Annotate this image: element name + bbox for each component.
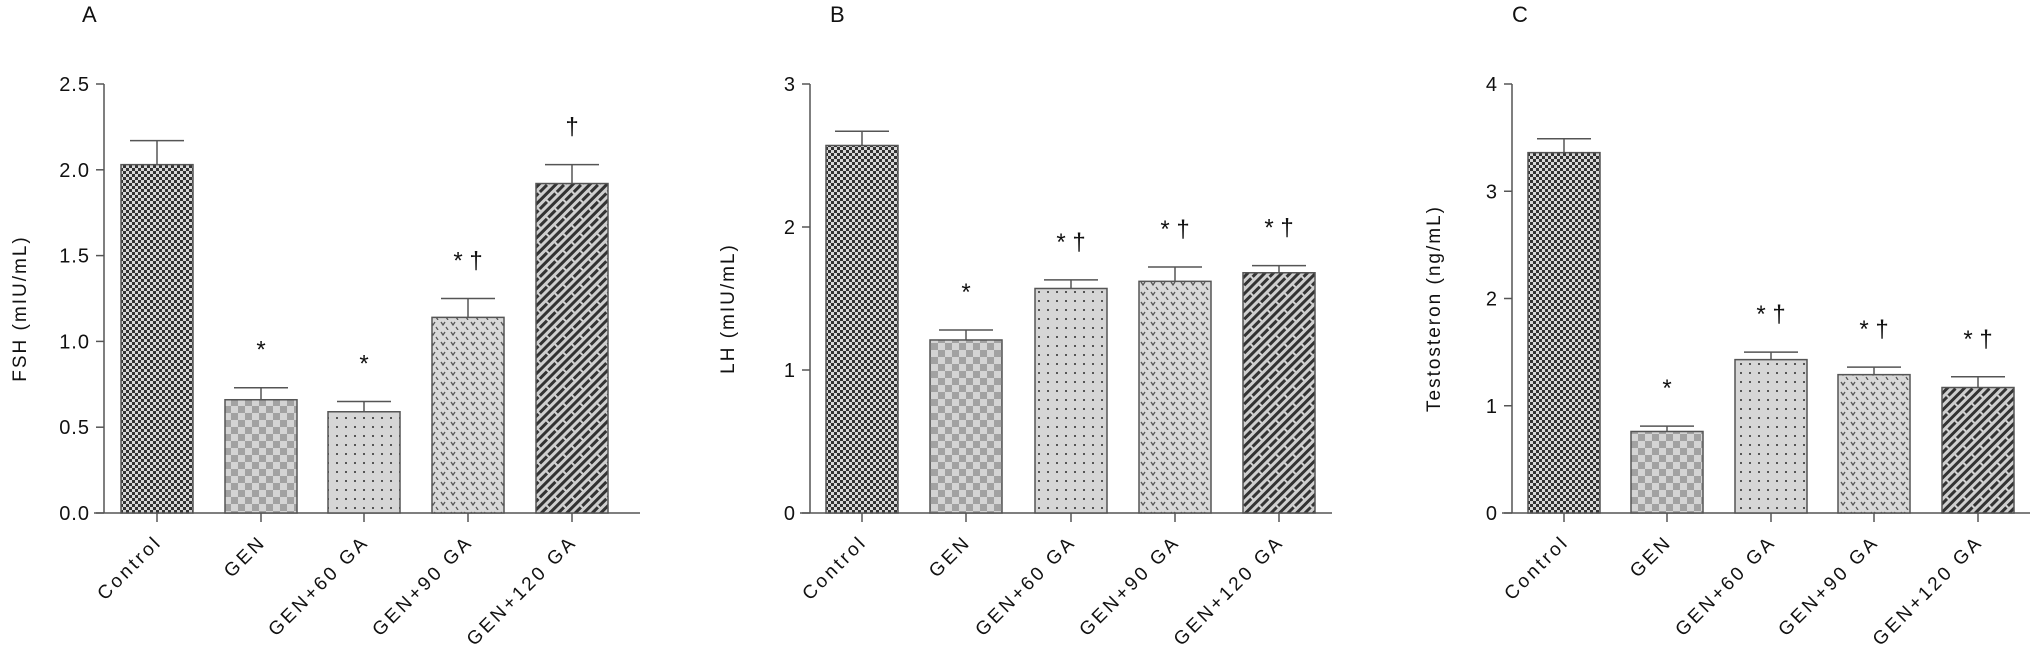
bar-gen-90-ga <box>1138 280 1212 514</box>
bar-gen-120-ga <box>1242 272 1316 514</box>
panel-label: C <box>1512 2 1528 27</box>
y-tick-label: 1.5 <box>59 246 90 268</box>
x-tick-label: GEN <box>220 532 270 582</box>
bar-control <box>1527 151 1601 514</box>
x-tick-label: GEN+90 GA <box>369 532 478 641</box>
significance-marker: * † <box>1056 229 1085 256</box>
x-tick-label: GEN+120 GA <box>1869 532 1988 651</box>
y-tick-label: 0.0 <box>59 503 90 525</box>
significance-marker: * <box>256 337 265 364</box>
panel-label: B <box>830 2 845 27</box>
y-tick-label: 2.5 <box>59 74 90 96</box>
x-tick-label: GEN <box>1626 532 1676 582</box>
y-tick-label: 0 <box>1486 503 1498 525</box>
significance-marker: * † <box>1756 301 1785 328</box>
y-tick-label: 1 <box>1486 396 1498 418</box>
panel-c: C Testosteron (ng/mL) 0 1 2 3 4 Control GEN * GEN+… <box>1424 2 2030 650</box>
y-tick-label: 1 <box>784 360 796 382</box>
x-tick-label: GEN <box>925 532 975 582</box>
bar-gen-90-ga <box>431 316 505 514</box>
y-tick-label: 3 <box>784 74 796 96</box>
y-tick-label: 1.0 <box>59 331 90 353</box>
y-axis-label: LH (mIU/mL) <box>718 243 739 374</box>
y-tick-label: 2 <box>784 217 796 239</box>
significance-marker: * † <box>1963 326 1992 353</box>
x-tick-label: GEN+120 GA <box>463 532 582 651</box>
bar-control <box>825 144 899 514</box>
bar-gen <box>224 398 298 514</box>
y-tick-label: 0.5 <box>59 417 90 439</box>
significance-marker: * † <box>1859 316 1888 343</box>
significance-marker: * <box>359 350 368 377</box>
y-tick-label: 2 <box>1486 289 1498 311</box>
bar-gen-60-ga <box>327 411 401 514</box>
significance-marker: * † <box>1264 215 1293 242</box>
panel-b: B LH (mIU/mL) 0 1 2 3 Control GEN * GEN+60 GA * † G… <box>718 2 1332 650</box>
bar-gen-90-ga <box>1837 373 1911 514</box>
bar-gen-60-ga <box>1734 358 1808 514</box>
x-tick-label: GEN+120 GA <box>1170 532 1289 651</box>
y-tick-label: 2.0 <box>59 160 90 182</box>
significance-marker: * <box>1662 375 1671 402</box>
bar-gen-60-ga <box>1034 287 1108 514</box>
bar-gen-120-ga <box>535 182 609 514</box>
x-tick-label: GEN+60 GA <box>1672 532 1781 641</box>
significance-marker: * † <box>1160 216 1189 243</box>
y-tick-label: 3 <box>1486 181 1498 203</box>
bar-gen <box>1630 430 1704 514</box>
significance-marker: * † <box>453 248 482 275</box>
x-tick-label: GEN+60 GA <box>972 532 1081 641</box>
x-tick-label: GEN+90 GA <box>1775 532 1884 641</box>
x-tick-label: GEN+90 GA <box>1076 532 1185 641</box>
bar-gen-120-ga <box>1941 386 2015 514</box>
significance-marker: † <box>565 114 578 141</box>
panel-label: A <box>82 2 97 27</box>
y-tick-label: 4 <box>1486 74 1498 96</box>
y-tick-label: 0 <box>784 503 796 525</box>
bar-control <box>120 163 194 514</box>
significance-marker: * <box>961 279 970 306</box>
y-axis-label: FSH (mIU/mL) <box>10 235 31 381</box>
x-tick-label: Control <box>94 532 167 605</box>
panel-a: A FSH (mIU/mL) 0.0 0.5 1.0 1.5 2.0 2.5 Control GE… <box>10 2 640 650</box>
y-axis-label: Testosteron (ng/mL) <box>1424 205 1445 412</box>
x-tick-label: GEN+60 GA <box>265 532 374 641</box>
x-tick-label: Control <box>799 532 872 605</box>
bar-gen <box>929 339 1003 514</box>
x-tick-label: Control <box>1501 532 1574 605</box>
